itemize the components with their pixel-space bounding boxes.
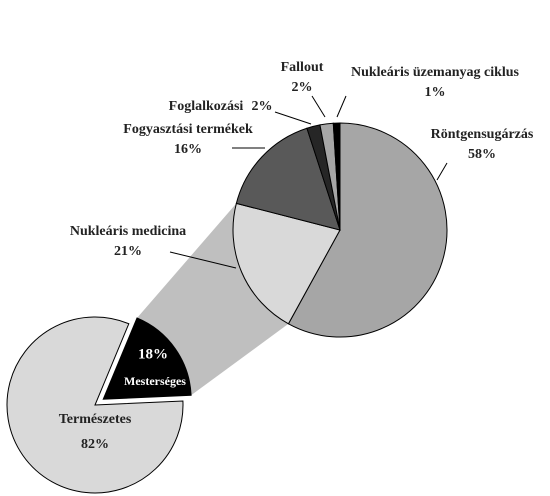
pie-slice [235, 127, 341, 231]
leader-line [436, 162, 448, 181]
category-label: Nukleáris medicina [70, 224, 186, 239]
pie-slice [332, 122, 341, 231]
value-label: 21% [114, 244, 142, 259]
value-label: 58% [468, 147, 496, 162]
category-label: Természetes [59, 412, 132, 427]
value-label: 2% [292, 80, 313, 95]
category-label: Röntgensugárzás [431, 127, 534, 142]
pie-slice [232, 202, 341, 325]
value-label: 18% [138, 346, 168, 362]
category-label: Fallout [281, 60, 324, 75]
pie-slice [6, 316, 184, 494]
leader-line [336, 95, 347, 118]
value-label: 82% [81, 437, 109, 452]
leader-line [169, 251, 237, 269]
category-label: Mesterséges [124, 374, 186, 388]
category-label: Foglalkozási [169, 99, 244, 114]
leader-line [274, 111, 312, 125]
pie-slice [102, 317, 192, 400]
category-label: Nukleáris üzemanyag ciklus [351, 65, 520, 80]
value-label: 16% [174, 142, 202, 157]
category-label: Fogyasztási termékek [123, 122, 253, 137]
pie-slice [287, 122, 448, 338]
value-label: 2% [252, 99, 273, 114]
value-label: 1% [425, 85, 446, 100]
leader-line [311, 95, 326, 118]
